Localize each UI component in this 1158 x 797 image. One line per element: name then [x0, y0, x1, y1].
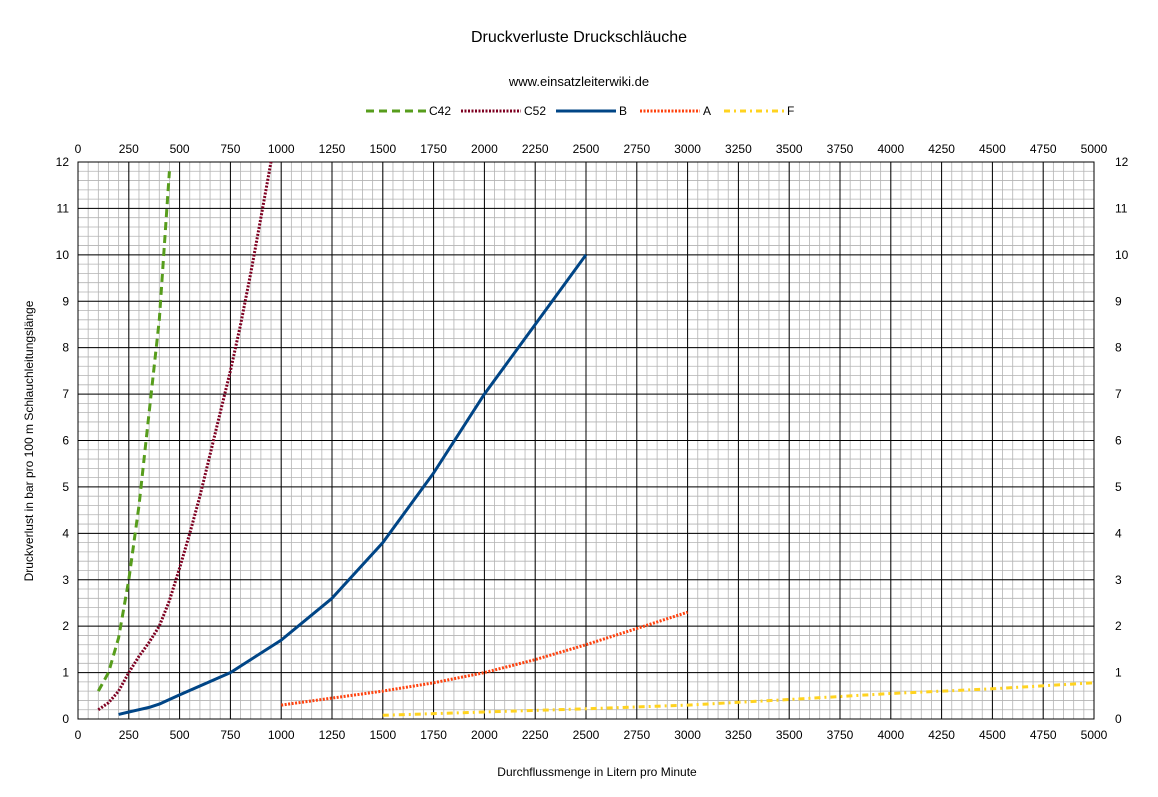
- x-tick-label-top: 3250: [725, 142, 752, 156]
- x-tick-label: 4000: [877, 728, 904, 742]
- x-tick-label-top: 2000: [471, 142, 498, 156]
- y-tick-label-right: 7: [1115, 387, 1122, 401]
- x-tick-label: 3750: [827, 728, 854, 742]
- x-tick-label: 2000: [471, 728, 498, 742]
- x-tick-label-top: 4500: [979, 142, 1006, 156]
- x-tick-label-top: 4000: [877, 142, 904, 156]
- chart-subtitle: www.einsatzleiterwiki.de: [508, 74, 649, 89]
- x-tick-label-top: 0: [75, 142, 82, 156]
- x-tick-label-top: 3750: [827, 142, 854, 156]
- x-tick-label: 2250: [522, 728, 549, 742]
- x-tick-label: 2500: [573, 728, 600, 742]
- y-tick-label: 1: [62, 666, 69, 680]
- y-tick-label: 2: [62, 619, 69, 633]
- x-tick-label-top: 5000: [1081, 142, 1108, 156]
- y-tick-label: 10: [56, 248, 70, 262]
- y-tick-label-right: 5: [1115, 480, 1122, 494]
- grid-major: [77, 161, 1095, 720]
- x-axis-label: Durchflussmenge in Litern pro Minute: [497, 765, 697, 779]
- x-tick-label-top: 750: [220, 142, 240, 156]
- y-tick-label-right: 12: [1115, 155, 1129, 169]
- y-tick-label-right: 9: [1115, 294, 1122, 308]
- x-tick-label-top: 3000: [674, 142, 701, 156]
- x-tick-label-top: 1000: [268, 142, 295, 156]
- legend-label-f: F: [787, 104, 794, 118]
- x-tick-label: 4750: [1030, 728, 1057, 742]
- x-axis-bottom: 0 250 500 750 1000 1250 1500 1750 2000 2250 2500 27…: [75, 728, 1108, 742]
- x-tick-label-top: 2500: [573, 142, 600, 156]
- y-tick-label-right: 4: [1115, 526, 1122, 540]
- y-tick-label: 4: [62, 526, 69, 540]
- y-tick-label-right: 6: [1115, 434, 1122, 448]
- y-tick-label: 8: [62, 341, 69, 355]
- y-tick-label: 5: [62, 480, 69, 494]
- x-tick-label: 500: [170, 728, 190, 742]
- x-tick-label: 0: [75, 728, 82, 742]
- x-tick-label: 3500: [776, 728, 803, 742]
- x-tick-label: 4250: [928, 728, 955, 742]
- y-tick-label: 12: [56, 155, 70, 169]
- y-tick-label-right: 0: [1115, 712, 1122, 726]
- x-tick-label-top: 1250: [319, 142, 346, 156]
- legend-label-c52: C52: [524, 104, 546, 118]
- x-tick-label-top: 4750: [1030, 142, 1057, 156]
- series-line-b: [118, 253, 588, 716]
- x-tick-label: 4500: [979, 728, 1006, 742]
- series-line-f: [382, 681, 1095, 717]
- y-tick-label: 3: [62, 573, 69, 587]
- x-tick-label: 250: [119, 728, 139, 742]
- x-tick-label: 1750: [420, 728, 447, 742]
- x-tick-label-top: 250: [119, 142, 139, 156]
- y-tick-label-right: 1: [1115, 666, 1122, 680]
- x-tick-label: 3250: [725, 728, 752, 742]
- x-tick-label-top: 1500: [369, 142, 396, 156]
- x-tick-label: 1500: [369, 728, 396, 742]
- x-tick-label: 5000: [1081, 728, 1108, 742]
- y-tick-label-right: 2: [1115, 619, 1122, 633]
- y-tick-label-right: 11: [1115, 201, 1128, 215]
- legend-label-a: A: [703, 104, 711, 118]
- y-tick-label-right: 10: [1115, 248, 1129, 262]
- y-tick-label: 0: [62, 712, 69, 726]
- chart-title: Druckverluste Druckschläuche: [471, 29, 687, 46]
- y-tick-label-right: 8: [1115, 341, 1122, 355]
- x-axis-top: 0 250 500 750 1000 1250 1500 1750 2000 2250 2500 27…: [75, 142, 1108, 156]
- x-tick-label-top: 500: [170, 142, 190, 156]
- x-tick-label: 750: [220, 728, 240, 742]
- x-tick-label-top: 2750: [623, 142, 650, 156]
- x-tick-label: 2750: [623, 728, 650, 742]
- plot-frame: [77, 161, 1095, 720]
- y-axis-label: Druckverlust in bar pro 100 m Schlauchle…: [22, 300, 36, 581]
- y-tick-label: 11: [57, 201, 70, 215]
- series-line-a: [280, 610, 689, 707]
- legend-label-c42: C42: [429, 104, 451, 118]
- x-tick-label: 1250: [319, 728, 346, 742]
- x-tick-label-top: 1750: [420, 142, 447, 156]
- x-tick-label: 3000: [674, 728, 701, 742]
- x-tick-label-top: 4250: [928, 142, 955, 156]
- legend-label-b: B: [619, 104, 627, 118]
- y-tick-label-right: 3: [1115, 573, 1122, 587]
- x-tick-label-top: 2250: [522, 142, 549, 156]
- y-tick-label: 7: [62, 387, 69, 401]
- series-layer: [96, 161, 1095, 717]
- legend: C42 C52 B A F: [366, 104, 794, 118]
- y-tick-label: 9: [62, 294, 69, 308]
- y-tick-label: 6: [62, 434, 69, 448]
- x-tick-label-top: 3500: [776, 142, 803, 156]
- x-tick-label: 1000: [268, 728, 295, 742]
- series-line-c42: [96, 171, 171, 692]
